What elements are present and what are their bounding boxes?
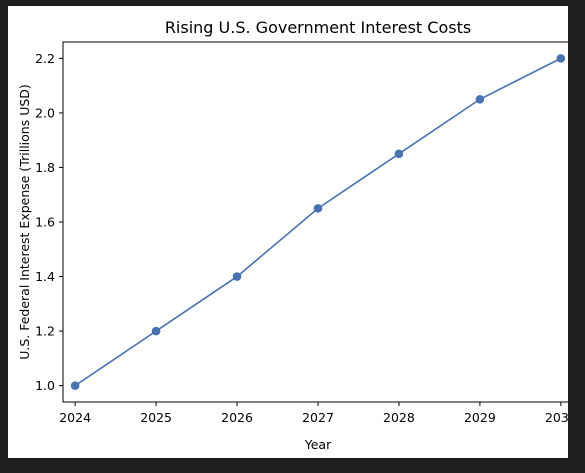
x-tick-label: 2029 — [464, 410, 496, 425]
y-tick-label: 1.2 — [35, 324, 55, 339]
chart-title: Rising U.S. Government Interest Costs — [165, 18, 471, 37]
x-axis-ticks: 2024 2025 2026 2027 2028 2029 2030 — [59, 402, 568, 425]
data-point-2026 — [232, 272, 242, 281]
y-tick-label: 2.0 — [35, 105, 55, 120]
data-point-2030 — [556, 54, 566, 63]
x-axis-label: Year — [304, 437, 332, 452]
data-point-2028 — [394, 149, 404, 159]
y-tick-label: 2.2 — [35, 51, 55, 66]
data-point-2029 — [475, 94, 485, 104]
y-tick-label: 1.4 — [35, 269, 55, 284]
data-point-2027 — [313, 204, 323, 213]
plot-area — [62, 41, 568, 403]
series-line — [74, 57, 562, 387]
line-chart: Rising U.S. Government Interest Costs 20… — [17, 18, 568, 452]
x-tick-label: 2028 — [383, 410, 415, 425]
x-tick-label: 2026 — [221, 410, 253, 425]
y-axis-label: U.S. Federal Interest Expense (Trillions… — [17, 84, 32, 360]
data-point-2025 — [151, 326, 161, 336]
chart-figure: Rising U.S. Government Interest Costs 20… — [8, 6, 568, 458]
y-tick-label: 1.8 — [35, 160, 55, 175]
x-tick-label: 2030 — [545, 410, 568, 425]
data-markers — [70, 54, 566, 390]
x-tick-label: 2025 — [140, 410, 172, 425]
x-tick-label: 2027 — [302, 410, 334, 425]
data-point-2024 — [70, 381, 80, 390]
y-tick-label: 1.6 — [35, 215, 55, 230]
x-tick-label: 2024 — [59, 410, 91, 425]
y-tick-label: 1.0 — [35, 378, 55, 393]
y-axis-ticks: 1.0 1.2 1.4 1.6 1.8 2.0 2.2 — [35, 51, 63, 393]
